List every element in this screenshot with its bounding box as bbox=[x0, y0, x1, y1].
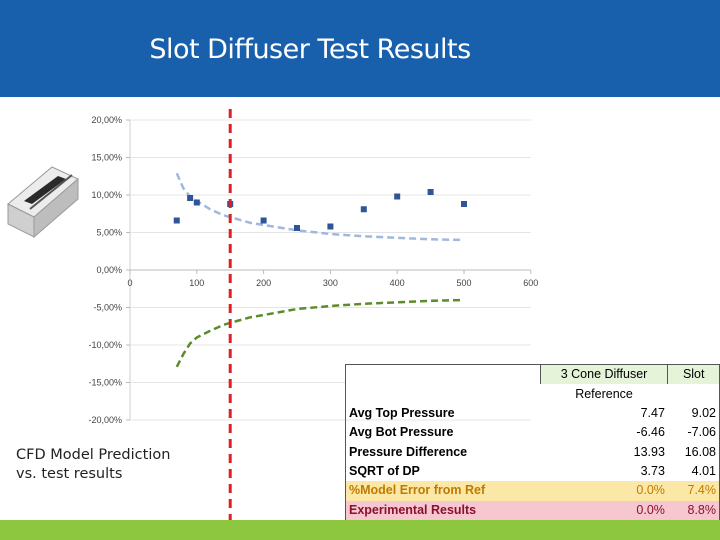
slot-value: 4.01 bbox=[667, 461, 720, 482]
x-tick-label: 600 bbox=[523, 278, 538, 288]
x-tick-label: 100 bbox=[189, 278, 204, 288]
caption: CFD Model Prediction vs. test results bbox=[16, 446, 206, 484]
row-label: %Model Error from Ref bbox=[345, 481, 541, 501]
row-label: SQRT of DP bbox=[345, 461, 541, 482]
data-point bbox=[193, 199, 200, 206]
ref-value: 3.73 bbox=[640, 463, 665, 478]
row-label: Avg Bot Pressure bbox=[345, 423, 541, 443]
table-row: Pressure Difference 13.93 16.08 bbox=[345, 442, 720, 462]
row-label: Pressure Difference bbox=[345, 442, 541, 462]
data-point bbox=[260, 217, 267, 224]
y-tick-label: 0,00% bbox=[96, 265, 122, 275]
col-header-reference-line-1: 3 Cone Diffuser bbox=[560, 367, 648, 382]
table-row-experimental: Experimental Results 0.0% 8.8% bbox=[345, 500, 720, 520]
data-point bbox=[427, 189, 434, 195]
x-tick-label: 400 bbox=[390, 278, 405, 288]
col-header-slot: Slot bbox=[667, 364, 720, 385]
col-header-reference: 3 Cone Diffuser bbox=[539, 364, 668, 385]
slot-value: 8.8% bbox=[667, 500, 720, 520]
y-tick-label: -15,00% bbox=[88, 378, 122, 388]
ref-value: 7.47 bbox=[640, 405, 665, 420]
bottom-accent-bar bbox=[0, 520, 720, 540]
ref-value: 0.0% bbox=[540, 481, 668, 501]
ref-value: 0.0% bbox=[540, 500, 668, 520]
table-row: SQRT of DP 3.73 4.01 bbox=[345, 461, 720, 482]
lower-prediction-curve bbox=[175, 298, 465, 368]
ref-value: -6.46 bbox=[636, 425, 665, 440]
title-banner: Slot Diffuser Test Results bbox=[0, 0, 720, 97]
row-label: Experimental Results bbox=[345, 500, 541, 520]
y-tick-label: 15,00% bbox=[91, 153, 122, 163]
table-row: Avg Bot Pressure -6.46 -7.06 bbox=[345, 423, 720, 443]
data-point bbox=[173, 217, 180, 224]
x-tick-label: 500 bbox=[456, 278, 471, 288]
data-point bbox=[394, 193, 401, 200]
caption-line-1: CFD Model Prediction bbox=[16, 447, 171, 463]
results-table: 3 Cone Diffuser Slot Reference Avg Top P… bbox=[345, 364, 720, 520]
slot-diffuser-image bbox=[7, 166, 79, 239]
x-tick-label: 200 bbox=[256, 278, 271, 288]
upper-prediction-curve bbox=[175, 172, 465, 242]
slot-value: 9.02 bbox=[667, 403, 720, 424]
y-tick-label: -20,00% bbox=[88, 415, 122, 425]
y-tick-label: 20,00% bbox=[91, 115, 122, 125]
slot-value: 16.08 bbox=[667, 442, 720, 462]
table-row-model-error: %Model Error from Ref 0.0% 7.4% bbox=[345, 481, 720, 501]
y-tick-label: 10,00% bbox=[91, 190, 122, 200]
x-tick-label: 0 bbox=[127, 278, 132, 288]
x-tick-label: 300 bbox=[323, 278, 338, 288]
slot-value: -7.06 bbox=[667, 423, 720, 443]
col-header-reference-line-2: Reference bbox=[575, 386, 633, 401]
caption-line-2: vs. test results bbox=[16, 466, 123, 482]
page-title: Slot Diffuser Test Results bbox=[149, 34, 471, 65]
slot-value: 7.4% bbox=[667, 481, 720, 501]
y-tick-label: -5,00% bbox=[93, 303, 122, 313]
y-tick-label: 5,00% bbox=[96, 228, 122, 238]
results-chart: 20,00% 15,00% 10,00% 5,00% 0,00% -5,00% -10,00… bbox=[7, 109, 538, 520]
ref-value: 13.93 bbox=[633, 444, 665, 459]
data-point bbox=[327, 223, 334, 230]
table-row: Avg Top Pressure 7.47 9.02 bbox=[345, 403, 720, 424]
data-point bbox=[187, 195, 194, 201]
row-label: Avg Top Pressure bbox=[345, 403, 541, 424]
table-corner bbox=[345, 364, 541, 385]
data-point bbox=[294, 225, 300, 231]
data-point bbox=[360, 206, 367, 213]
y-tick-label: -10,00% bbox=[88, 340, 122, 350]
data-point bbox=[461, 201, 467, 207]
